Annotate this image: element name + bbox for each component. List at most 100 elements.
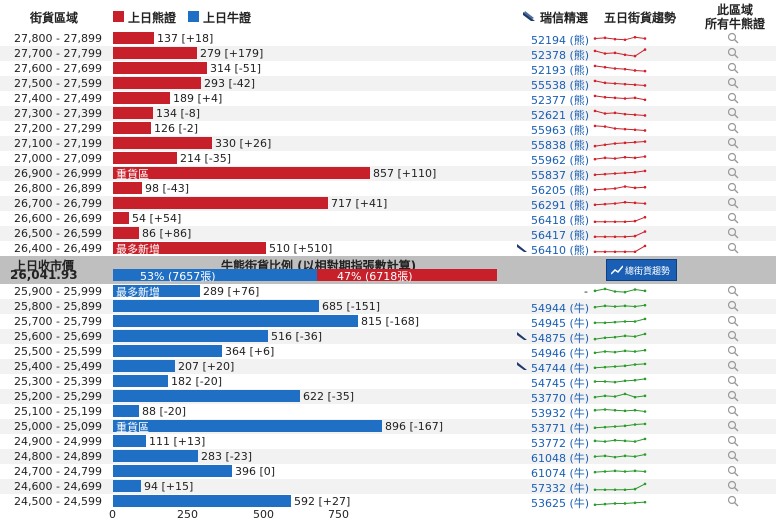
search-icon[interactable] (727, 300, 741, 313)
bear-bar[interactable] (113, 182, 142, 194)
bear-bar[interactable] (113, 77, 201, 89)
search-icon[interactable] (727, 47, 741, 60)
trend-line (594, 125, 646, 131)
search-icon[interactable] (727, 405, 741, 418)
bull-bar[interactable] (113, 450, 198, 462)
trend-point (633, 363, 637, 366)
search-icon[interactable] (727, 360, 741, 373)
bear-bar[interactable] (113, 152, 177, 164)
bull-bar[interactable] (113, 285, 200, 297)
trend-point (623, 320, 627, 323)
bull-bar[interactable] (113, 495, 291, 507)
bull-bar[interactable] (113, 375, 168, 387)
search-icon[interactable] (727, 152, 741, 165)
bull-bar[interactable] (113, 315, 358, 327)
warrant-code-link[interactable]: 56205 (熊) (531, 184, 590, 197)
search-icon[interactable] (727, 285, 741, 298)
warrant-code-link[interactable]: 52194 (熊) (531, 34, 590, 47)
warrant-code-link[interactable]: 54946 (牛) (531, 347, 590, 360)
bear-bar[interactable] (113, 227, 139, 239)
trend-point (643, 98, 647, 102)
warrant-code-link[interactable]: - (584, 285, 588, 298)
search-icon[interactable] (727, 345, 741, 358)
warrant-code-link[interactable]: 55963 (熊) (531, 124, 590, 137)
bull-bar[interactable] (113, 330, 268, 342)
bull-bar[interactable] (113, 300, 319, 312)
warrant-code-link[interactable]: 52621 (熊) (531, 109, 590, 122)
warrant-code-link[interactable]: 53772 (牛) (531, 437, 590, 450)
bull-bar[interactable] (113, 420, 382, 432)
bear-bar[interactable] (113, 167, 370, 179)
warrant-code-link[interactable]: 53625 (牛) (531, 497, 590, 510)
warrant-code-link[interactable]: 52193 (熊) (531, 64, 590, 77)
search-icon[interactable] (727, 212, 741, 225)
search-icon[interactable] (727, 137, 741, 150)
warrant-code-link[interactable]: 56417 (熊) (531, 229, 590, 242)
warrant-code-link[interactable]: 53932 (牛) (531, 407, 590, 420)
warrant-code-link[interactable]: 54945 (牛) (531, 317, 590, 330)
search-icon[interactable] (727, 390, 741, 403)
warrant-code-link[interactable]: 54875 (牛) (531, 332, 590, 345)
search-icon[interactable] (727, 420, 741, 433)
search-icon[interactable] (727, 167, 741, 180)
warrant-code-link[interactable]: 54744 (牛) (531, 362, 590, 375)
bull-bar[interactable] (113, 480, 141, 492)
warrant-code-link[interactable]: 55538 (熊) (531, 79, 590, 92)
bear-bar[interactable] (113, 197, 328, 209)
search-icon[interactable] (727, 315, 741, 328)
warrant-code-link[interactable]: 55962 (熊) (531, 154, 590, 167)
total-trend-button[interactable]: 總街貨趨勢 (606, 259, 677, 281)
search-icon[interactable] (727, 435, 741, 448)
bull-bar[interactable] (113, 405, 139, 417)
search-icon[interactable] (727, 92, 741, 105)
bear-bar[interactable] (113, 107, 153, 119)
trend-point (643, 362, 647, 366)
search-icon[interactable] (727, 242, 741, 255)
bull-bar[interactable] (113, 390, 300, 402)
warrant-code-link[interactable]: 56418 (熊) (531, 214, 590, 227)
warrant-code-link[interactable]: 54944 (牛) (531, 302, 590, 315)
bear-bar[interactable] (113, 32, 154, 44)
bull-bar[interactable] (113, 360, 175, 372)
warrant-code-link[interactable]: 52377 (熊) (531, 94, 590, 107)
warrant-code-link[interactable]: 52378 (熊) (531, 49, 590, 62)
search-icon[interactable] (727, 122, 741, 135)
bear-bar[interactable] (113, 47, 197, 59)
warrant-code-link[interactable]: 53770 (牛) (531, 392, 590, 405)
bear-bar[interactable] (113, 92, 170, 104)
bull-bar[interactable] (113, 435, 146, 447)
warrant-code-link[interactable]: 54745 (牛) (531, 377, 590, 390)
search-icon[interactable] (727, 107, 741, 120)
warrant-code-link[interactable]: 61074 (牛) (531, 467, 590, 480)
warrant-code-link[interactable]: 55838 (熊) (531, 139, 590, 152)
search-icon[interactable] (727, 77, 741, 90)
bear-bar[interactable] (113, 137, 212, 149)
bear-bar[interactable] (113, 242, 266, 254)
search-icon[interactable] (727, 495, 741, 508)
search-icon[interactable] (727, 480, 741, 493)
bull-bar[interactable] (113, 465, 232, 477)
trend-line (595, 318, 646, 324)
search-icon[interactable] (727, 450, 741, 463)
search-icon[interactable] (727, 227, 741, 240)
trend-sparkline (593, 109, 647, 117)
table-row: 24,600 - 24,699 94 [+15] 57332 (牛) (0, 479, 776, 495)
bear-bar[interactable] (113, 212, 129, 224)
warrant-code-link[interactable]: 61048 (牛) (531, 452, 590, 465)
search-icon[interactable] (727, 197, 741, 210)
search-icon[interactable] (727, 62, 741, 75)
warrant-code-link[interactable]: 55837 (熊) (531, 169, 590, 182)
search-icon[interactable] (727, 182, 741, 195)
search-icon[interactable] (727, 32, 741, 45)
range-label: 26,600 - 26,699 (14, 212, 102, 225)
search-icon[interactable] (727, 375, 741, 388)
warrant-code-link[interactable]: 57332 (牛) (531, 482, 590, 495)
warrant-code-link[interactable]: 56410 (熊) (531, 244, 590, 257)
bull-bar[interactable] (113, 345, 222, 357)
bear-bar[interactable] (113, 122, 151, 134)
warrant-code-link[interactable]: 56291 (熊) (531, 199, 590, 212)
warrant-code-link[interactable]: 53771 (牛) (531, 422, 590, 435)
search-icon[interactable] (727, 465, 741, 478)
bear-bar[interactable] (113, 62, 207, 74)
search-icon[interactable] (727, 330, 741, 343)
